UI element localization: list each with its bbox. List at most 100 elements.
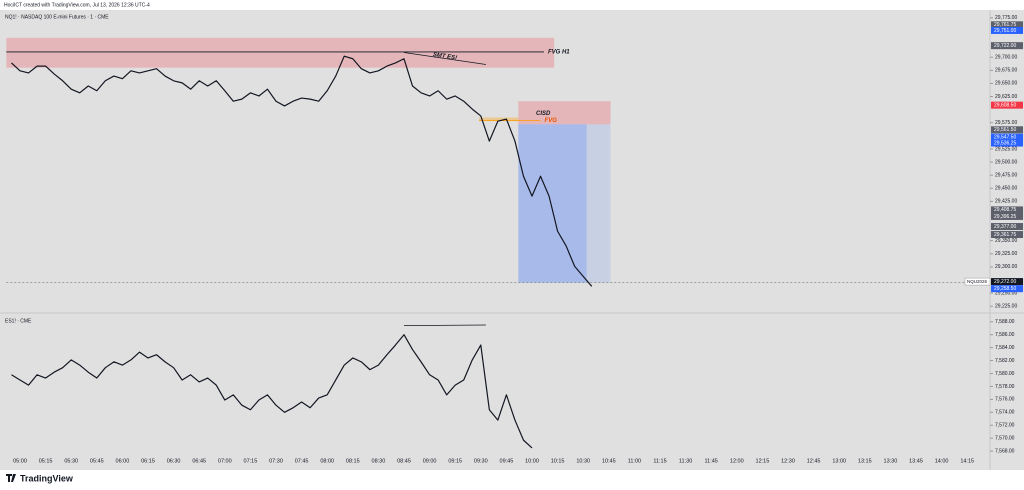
x-tick-label: 09:30 xyxy=(474,458,488,464)
y-tick-label: 29,625.00 xyxy=(995,94,1017,100)
price-flag-label: 29,396.25 xyxy=(994,214,1016,220)
price-flag-label: 29,608.50 xyxy=(994,102,1016,108)
x-tick-label: 14:00 xyxy=(935,458,949,464)
y-tick-label: 29,775.00 xyxy=(995,15,1017,21)
price-flag-label: 29,547.50 xyxy=(994,134,1016,140)
annotation-label: FVG H1 xyxy=(548,50,570,56)
x-tick-label: 09:00 xyxy=(423,458,437,464)
x-tick-label: 11:15 xyxy=(653,458,666,464)
pane xyxy=(11,324,533,449)
price-flag xyxy=(991,278,1023,286)
price-flag-label: 29,722.00 xyxy=(994,43,1016,49)
symbol-tag: NQU2026 xyxy=(967,279,988,284)
price-flag-label: 29,258.50 xyxy=(994,286,1016,292)
x-tick-label: 10:45 xyxy=(602,458,616,464)
x-tick-label: 13:00 xyxy=(832,458,846,464)
y-tick-label: 7,570.00 xyxy=(995,436,1015,442)
y-tick-label: 29,425.00 xyxy=(995,199,1017,205)
price-flag-label: 29,377.00 xyxy=(994,224,1016,230)
header: HociICT created with TradingView.com, Ju… xyxy=(4,2,150,8)
x-tick-label: 14:15 xyxy=(960,458,974,464)
y-tick-label: 29,225.00 xyxy=(995,304,1017,310)
price-flag-label: 29,272.00 xyxy=(994,279,1016,285)
price-flag xyxy=(991,21,1023,29)
x-tick-label: 13:30 xyxy=(884,458,898,464)
x-tick-label: 09:45 xyxy=(500,458,514,464)
price-flag xyxy=(991,231,1023,239)
y-tick-label: 29,500.00 xyxy=(995,159,1017,165)
zone xyxy=(518,101,611,125)
x-tick-label: 12:15 xyxy=(756,458,770,464)
y-tick-label: 7,578.00 xyxy=(995,384,1015,390)
x-tick-label: 10:00 xyxy=(525,458,539,464)
x-tick-label: 07:15 xyxy=(244,458,258,464)
zone xyxy=(518,124,587,283)
y-tick-label: 29,475.00 xyxy=(995,172,1017,178)
price-flag xyxy=(991,212,1023,220)
y-tick-label: 29,525.00 xyxy=(995,146,1017,152)
price-flag xyxy=(991,285,1023,293)
x-tick-label: 07:45 xyxy=(295,458,309,464)
zone xyxy=(586,124,611,283)
x-tick-label: 11:30 xyxy=(679,458,692,464)
x-tick-label: 05:45 xyxy=(90,458,104,464)
y-tick-label: 7,588.00 xyxy=(995,319,1015,325)
x-tick-label: 08:45 xyxy=(397,458,411,464)
x-tick-label: 12:45 xyxy=(807,458,821,464)
x-tick-label: 05:30 xyxy=(64,458,78,464)
chart-background xyxy=(0,10,1024,470)
price-flag xyxy=(991,126,1023,134)
price-flag xyxy=(991,26,1023,34)
price-flag xyxy=(991,101,1023,109)
y-tick-label: 29,575.00 xyxy=(995,120,1017,126)
price-flag xyxy=(991,42,1023,50)
price-flag xyxy=(991,223,1023,231)
price-flag-label: 29,561.50 xyxy=(994,127,1016,133)
x-tick-label: 12:30 xyxy=(781,458,795,464)
x-tick-label: 11:00 xyxy=(628,458,641,464)
pane-title: ES1! · CME xyxy=(5,318,32,324)
y-tick-label: 7,580.00 xyxy=(995,371,1015,377)
annotation-line xyxy=(403,324,486,327)
x-tick-label: 11:45 xyxy=(705,458,718,464)
x-tick-label: 06:45 xyxy=(192,458,206,464)
x-tick-label: 06:00 xyxy=(116,458,130,464)
price-flag xyxy=(991,133,1023,141)
y-tick-label: 7,576.00 xyxy=(995,397,1015,403)
x-tick-label: 05:15 xyxy=(39,458,53,464)
y-tick-label: 7,572.00 xyxy=(995,423,1015,429)
logo xyxy=(6,474,16,482)
x-tick-label: 09:15 xyxy=(448,458,462,464)
y-tick-label: 7,584.00 xyxy=(995,345,1015,351)
symbol-tag-box xyxy=(964,277,991,286)
y-tick-label: 29,250.00 xyxy=(995,290,1017,296)
x-tick-label: 07:30 xyxy=(269,458,283,464)
y-tick-label: 29,650.00 xyxy=(995,81,1017,87)
price-flag-label: 29,408.75 xyxy=(994,207,1016,213)
x-tick-label: 12:00 xyxy=(730,458,744,464)
price-flag-label: 29,751.00 xyxy=(994,28,1016,34)
price-line xyxy=(11,334,533,449)
y-tick-label: 7,568.00 xyxy=(995,448,1015,454)
price-flag-label: 29,361.75 xyxy=(994,232,1016,238)
x-tick-label: 05:00 xyxy=(13,458,27,464)
y-tick-label: 29,300.00 xyxy=(995,264,1017,270)
pane-title: NQ1! · NASDAQ 100 E-mini Futures · 1 · C… xyxy=(5,14,109,20)
zone xyxy=(6,37,555,68)
zone xyxy=(479,117,519,122)
y-tick-label: 29,700.00 xyxy=(995,55,1017,61)
price-flag-label: 29,536.25 xyxy=(994,140,1016,146)
x-tick-label: 08:15 xyxy=(346,458,360,464)
y-tick-label: 7,574.00 xyxy=(995,410,1015,416)
footer-brand: TradingView xyxy=(20,473,74,483)
price-flag xyxy=(991,206,1023,214)
x-tick-label: 06:30 xyxy=(167,458,181,464)
y-tick-label: 29,350.00 xyxy=(995,238,1017,244)
annotation-label: SMT ES! xyxy=(432,52,457,61)
y-tick-label: 7,586.00 xyxy=(995,332,1015,338)
y-tick-label: 7,582.00 xyxy=(995,358,1015,364)
x-tick-label: 13:45 xyxy=(909,458,923,464)
x-tick-label: 10:15 xyxy=(551,458,565,464)
